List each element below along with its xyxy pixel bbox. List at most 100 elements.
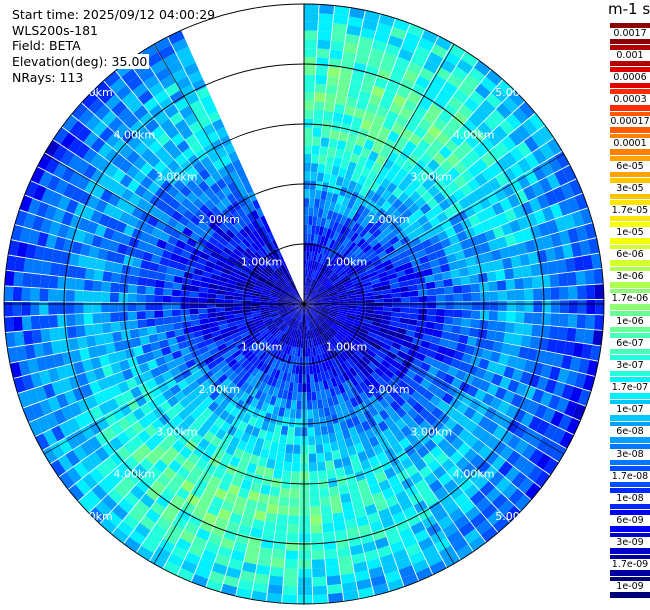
scan-cell [198, 438, 211, 451]
scan-cell [277, 505, 289, 516]
scan-cell [307, 347, 311, 357]
scan-cell [291, 337, 296, 347]
scan-cell [192, 273, 202, 282]
scan-cell [185, 179, 198, 192]
scan-cell [346, 199, 356, 210]
scan-cell [453, 175, 467, 189]
scan-cell [337, 289, 347, 295]
scan-cell [26, 388, 40, 405]
scan-cell [316, 316, 324, 324]
scan-cell [306, 391, 312, 402]
scan-cell [454, 369, 467, 381]
scan-cell [426, 315, 436, 323]
scan-cell [164, 82, 181, 97]
scan-cell [306, 277, 310, 287]
scan-cell [174, 222, 186, 233]
scan-cell [358, 431, 369, 443]
scan-cell [98, 401, 112, 416]
scan-cell [464, 420, 478, 434]
scan-cell [266, 322, 276, 330]
scan-cell [428, 500, 444, 515]
scan-cell [201, 328, 212, 336]
scan-cell [348, 367, 358, 377]
scan-cell [347, 481, 360, 493]
scan-cell [287, 336, 293, 346]
scan-cell [147, 154, 161, 168]
scan-cell [232, 375, 242, 386]
scan-cell [117, 381, 130, 394]
scan-cell [539, 160, 554, 177]
scan-cell [529, 432, 544, 448]
scan-cell [307, 288, 313, 297]
scan-cell [444, 226, 457, 238]
range-ring-label: 1.00km [241, 340, 283, 353]
scan-cell [175, 46, 192, 61]
scan-cell [466, 149, 481, 164]
scan-cell [322, 119, 333, 130]
scan-cell [212, 216, 223, 227]
scan-cell [320, 425, 329, 436]
scan-cell [62, 183, 77, 199]
scan-cell [309, 290, 316, 298]
scan-cell [436, 302, 446, 309]
scan-cell [309, 488, 320, 499]
scan-cell [351, 498, 365, 510]
scan-cell [94, 104, 111, 121]
scan-cell [313, 261, 318, 271]
scan-cell [453, 88, 469, 104]
scan-cell [141, 189, 155, 203]
scan-cell [119, 321, 130, 331]
scan-cell [313, 594, 328, 604]
scan-cell [211, 379, 222, 390]
scan-cell [90, 209, 103, 224]
scan-cell [263, 521, 276, 532]
scan-cell [375, 232, 386, 243]
scan-cell [304, 297, 310, 304]
range-ring-label: 1.00km [326, 340, 368, 353]
range-ring-label: 2.00km [198, 383, 240, 396]
scan-cell [129, 266, 141, 277]
scan-cell [357, 450, 368, 462]
scan-cell [316, 452, 325, 463]
scan-cell [347, 305, 357, 309]
scan-cell [365, 189, 376, 200]
scan-cell [151, 523, 168, 539]
scan-cell [145, 508, 161, 524]
scan-cell [211, 330, 222, 338]
scan-cell [315, 181, 323, 191]
scan-cell [452, 146, 467, 161]
scan-cell [251, 300, 260, 304]
scan-cell [326, 575, 342, 586]
scan-cell [369, 181, 380, 193]
scan-cell [238, 579, 254, 591]
scan-cell [199, 318, 209, 325]
scan-cell [304, 301, 313, 304]
scan-cell [443, 245, 455, 256]
scan-cell [417, 396, 430, 408]
scan-cell [145, 486, 161, 502]
scan-cell [425, 321, 436, 330]
scan-cell [282, 470, 292, 480]
scan-cell [299, 524, 311, 534]
scan-cell [277, 304, 287, 307]
scan-cell [283, 576, 298, 587]
scan-cell [330, 305, 340, 308]
scan-cell [173, 179, 186, 192]
scan-cell [468, 214, 481, 227]
scan-cell [157, 264, 168, 274]
scan-cell [148, 333, 159, 344]
scan-cell [444, 417, 458, 431]
scan-cell [417, 139, 431, 153]
scan-cell [319, 146, 329, 156]
scan-cell [236, 322, 247, 329]
scan-cell [227, 151, 239, 163]
scan-cell [351, 201, 361, 212]
scan-cell [338, 373, 346, 384]
scan-cell [310, 309, 318, 317]
scan-cell [352, 212, 361, 223]
scan-cell [411, 438, 424, 452]
scan-cell [452, 222, 465, 234]
scan-cell [166, 360, 178, 371]
scan-cell [111, 207, 124, 221]
scan-cell [370, 192, 381, 204]
